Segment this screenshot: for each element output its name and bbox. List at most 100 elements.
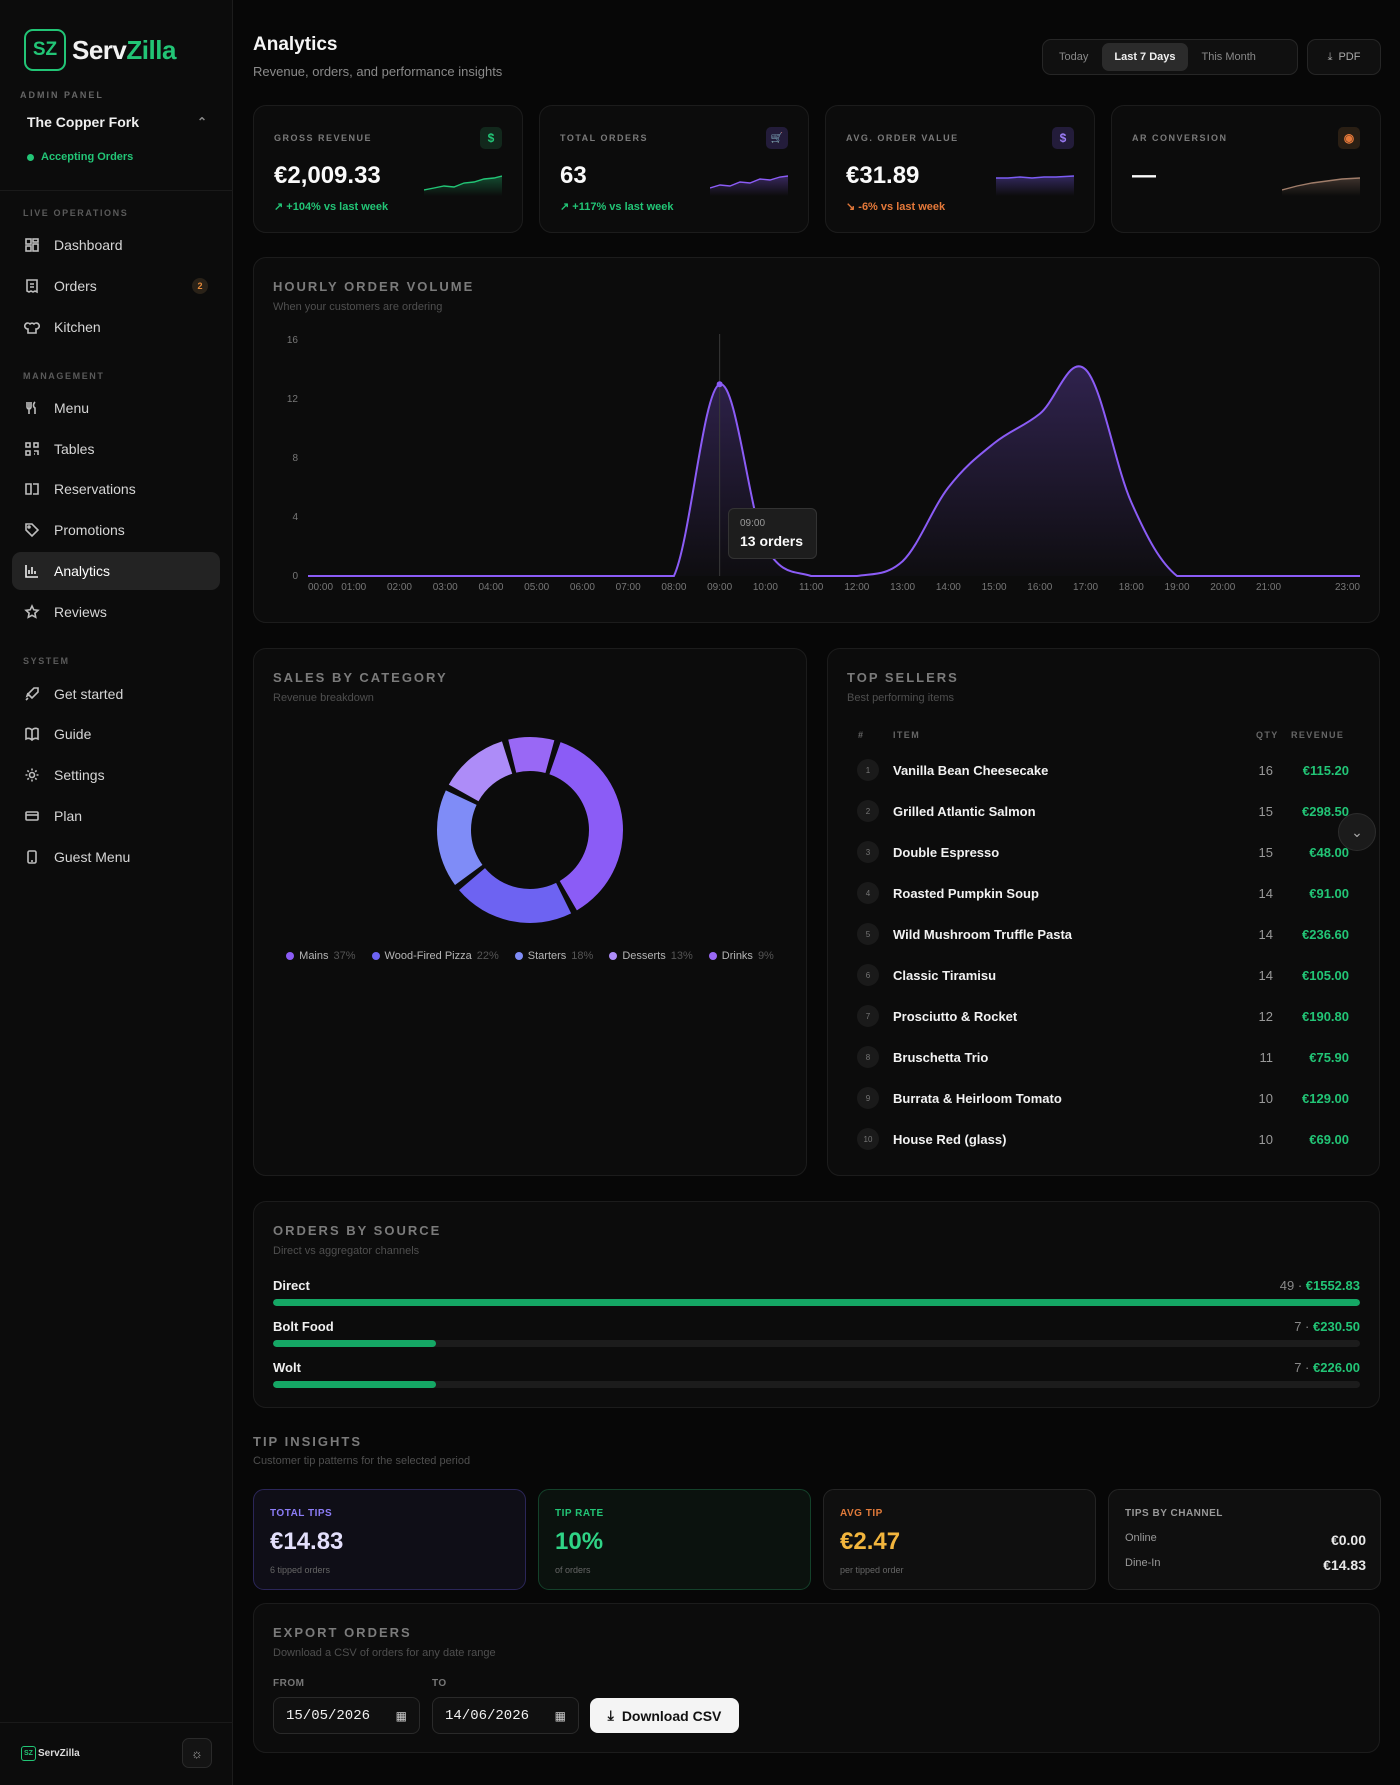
x-tick-label: 14:00 [936, 582, 961, 593]
nav-reservations[interactable]: Reservations [12, 470, 220, 508]
source-row: Wolt 7 · €226.00 [273, 1360, 1360, 1388]
tip-label: TOTAL TIPS [270, 1508, 333, 1519]
donut-slice[interactable] [448, 741, 513, 802]
source-bar-fill [273, 1340, 437, 1347]
shopping-cart-icon: 🛒 [766, 127, 788, 149]
table-row[interactable]: 10 House Red (glass) 10 €69.00 [857, 1124, 1349, 1154]
x-tick-label: 06:00 [570, 582, 595, 593]
to-date-input[interactable]: 14/06/2026 ▦ [432, 1697, 579, 1734]
item-revenue: €115.20 [1302, 762, 1349, 778]
table-row[interactable]: 3 Double Espresso 15 €48.00 [857, 837, 1349, 867]
nav-guest-menu[interactable]: Guest Menu [12, 838, 220, 876]
table-row[interactable]: 4 Roasted Pumpkin Soup 14 €91.00 [857, 878, 1349, 908]
item-revenue: €236.60 [1302, 926, 1349, 942]
source-stats: 7 · €230.50 [1294, 1319, 1360, 1334]
top-sellers-subtitle: Best performing items [847, 692, 954, 704]
source-name: Wolt [273, 1360, 301, 1375]
donut-slice[interactable] [459, 868, 572, 923]
tip-channel-online: Online €0.00 [1125, 1532, 1366, 1548]
kpi-label: AR CONVERSION [1132, 133, 1228, 143]
source-bar-track [273, 1340, 1360, 1347]
table-row[interactable]: 1 Vanilla Bean Cheesecake 16 €115.20 [857, 755, 1349, 785]
rank-badge: 9 [857, 1087, 879, 1109]
sparkline [996, 175, 1074, 196]
hourly-volume-card [253, 257, 1380, 623]
x-tick-label: 03:00 [433, 582, 458, 593]
sidebar: SZ ServZilla ADMIN PANEL The Copper Fork… [0, 0, 233, 1785]
donut-slice[interactable] [549, 742, 623, 911]
table-row[interactable]: 6 Classic Tiramisu 14 €105.00 [857, 960, 1349, 990]
x-tick-label: 23:00 [1335, 582, 1360, 593]
nav-kitchen[interactable]: Kitchen [12, 308, 220, 346]
tip-card-total: TOTAL TIPS €14.83 6 tipped orders [253, 1489, 526, 1590]
item-name: Vanilla Bean Cheesecake [893, 762, 1049, 778]
table-row[interactable]: 5 Wild Mushroom Truffle Pasta 14 €236.60 [857, 919, 1349, 949]
from-date-input[interactable]: 15/05/2026 ▦ [273, 1697, 420, 1734]
nav-promotions[interactable]: Promotions [12, 511, 220, 549]
col-header-revenue: REVENUE [1291, 730, 1345, 740]
item-name: Roasted Pumpkin Soup [893, 885, 1039, 901]
restaurant-switcher[interactable]: The Copper Fork ⌃ [27, 114, 207, 130]
nav-guide[interactable]: Guide [12, 715, 220, 753]
source-stats: 49 · €1552.83 [1279, 1278, 1360, 1293]
kpi-change: ↗ +117% vs last week [560, 201, 674, 213]
table-row[interactable]: 9 Burrata & Heirloom Tomato 10 €129.00 [857, 1083, 1349, 1113]
pdf-export-button[interactable]: ⤓ PDF [1307, 39, 1381, 75]
x-tick-label: 05:00 [524, 582, 549, 593]
page-title: Analytics [253, 34, 338, 55]
nav-analytics[interactable]: Analytics [12, 552, 220, 590]
table-row[interactable]: 8 Bruschetta Trio 11 €75.90 [857, 1042, 1349, 1072]
donut-slice[interactable] [437, 790, 483, 886]
range-this-month-button[interactable]: This Month [1201, 51, 1256, 63]
page-subtitle: Revenue, orders, and performance insight… [253, 64, 503, 79]
table-row[interactable]: 7 Prosciutto & Rocket 12 €190.80 [857, 1001, 1349, 1031]
kpi-value: 63 [560, 162, 587, 189]
source-bar-track [273, 1381, 1360, 1388]
item-name: Classic Tiramisu [893, 967, 997, 983]
hourly-area-chart: 0 4 8 12 16 00:00 01:00 02:00 03:00 04:00 05:00 06:… [287, 334, 1360, 593]
dollar-icon: $ [480, 127, 502, 149]
download-csv-button[interactable]: ⤓ Download CSV [590, 1698, 739, 1733]
theme-toggle-button[interactable]: ☼ [182, 1738, 212, 1768]
kpi-label: TOTAL ORDERS [560, 133, 649, 143]
calendar-icon[interactable]: ▦ [554, 1708, 566, 1723]
nav-menu[interactable]: Menu [12, 389, 220, 427]
range-today-button[interactable]: Today [1059, 51, 1089, 63]
x-tick-label: 09:00 [707, 582, 732, 593]
nav-plan[interactable]: Plan [12, 797, 220, 835]
brand-logo[interactable]: SZ ServZilla [24, 29, 176, 71]
legend-item: Wood-Fired Pizza 22% [371, 950, 499, 962]
legend-item: Mains 37% [286, 950, 356, 962]
nav-tables[interactable]: Tables [12, 430, 220, 468]
nav-orders[interactable]: Orders 2 [12, 267, 220, 305]
nav-settings[interactable]: Settings [12, 756, 220, 794]
donut-slice[interactable] [508, 737, 555, 774]
tip-card-rate: TIP RATE 10% of orders [538, 1489, 811, 1590]
chart-tooltip: 09:00 13 orders [728, 508, 817, 559]
qr-code-icon [24, 441, 40, 457]
table-row[interactable]: 2 Grilled Atlantic Salmon 15 €298.50 [857, 796, 1349, 826]
item-name: Wild Mushroom Truffle Pasta [893, 926, 1073, 942]
nav-dashboard[interactable]: Dashboard [12, 226, 220, 264]
legend-item: Desserts 13% [609, 950, 693, 962]
nav-get-started[interactable]: Get started [12, 675, 220, 713]
source-stats: 7 · €226.00 [1294, 1360, 1360, 1375]
to-label: TO [432, 1678, 447, 1689]
scroll-down-button[interactable]: ⌄ [1338, 813, 1376, 851]
data-point[interactable] [716, 381, 723, 388]
rank-badge: 7 [857, 1005, 879, 1027]
x-tick-label: 17:00 [1073, 582, 1098, 593]
y-tick-label: 0 [292, 571, 298, 582]
tip-note: 6 tipped orders [270, 1565, 331, 1575]
item-qty: 16 [1258, 762, 1273, 778]
range-last-7-days-button[interactable]: Last 7 Days [1102, 43, 1188, 71]
chevron-down-icon: ⌄ [1351, 823, 1363, 840]
nav-reviews[interactable]: Reviews [12, 593, 220, 631]
item-name: House Red (glass) [893, 1131, 1007, 1147]
calendar-icon[interactable]: ▦ [395, 1708, 407, 1723]
series-line [307, 365, 1360, 578]
restaurant-name: The Copper Fork [27, 114, 140, 130]
x-tick-label: 19:00 [1165, 582, 1190, 593]
item-name: Grilled Atlantic Salmon [893, 803, 1036, 819]
download-icon: ⤓ [607, 1707, 614, 1723]
